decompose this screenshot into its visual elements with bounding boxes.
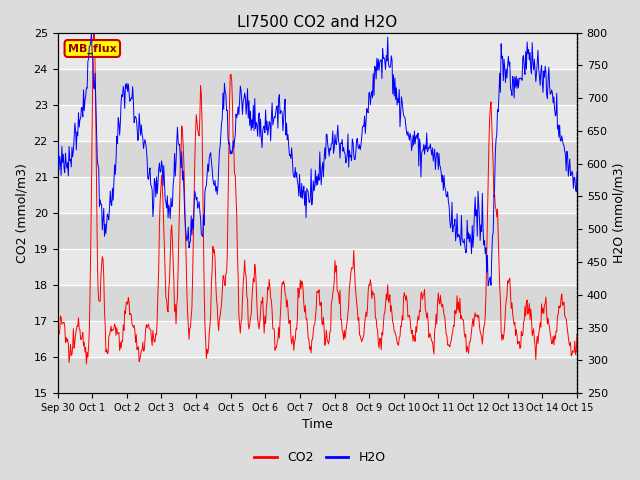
Bar bbox=[58, 249, 577, 285]
Bar bbox=[58, 285, 577, 321]
Y-axis label: H2O (mmol/m3): H2O (mmol/m3) bbox=[612, 163, 625, 263]
Legend: CO2, H2O: CO2, H2O bbox=[250, 446, 390, 469]
Bar bbox=[58, 33, 577, 69]
Bar bbox=[58, 213, 577, 249]
X-axis label: Time: Time bbox=[302, 419, 333, 432]
Bar bbox=[58, 177, 577, 213]
Bar bbox=[58, 69, 577, 105]
Y-axis label: CO2 (mmol/m3): CO2 (mmol/m3) bbox=[15, 163, 28, 263]
Bar bbox=[58, 357, 577, 393]
Bar bbox=[58, 141, 577, 177]
Text: MB_flux: MB_flux bbox=[68, 43, 116, 54]
Bar bbox=[58, 105, 577, 141]
Bar bbox=[58, 321, 577, 357]
Title: LI7500 CO2 and H2O: LI7500 CO2 and H2O bbox=[237, 15, 397, 30]
